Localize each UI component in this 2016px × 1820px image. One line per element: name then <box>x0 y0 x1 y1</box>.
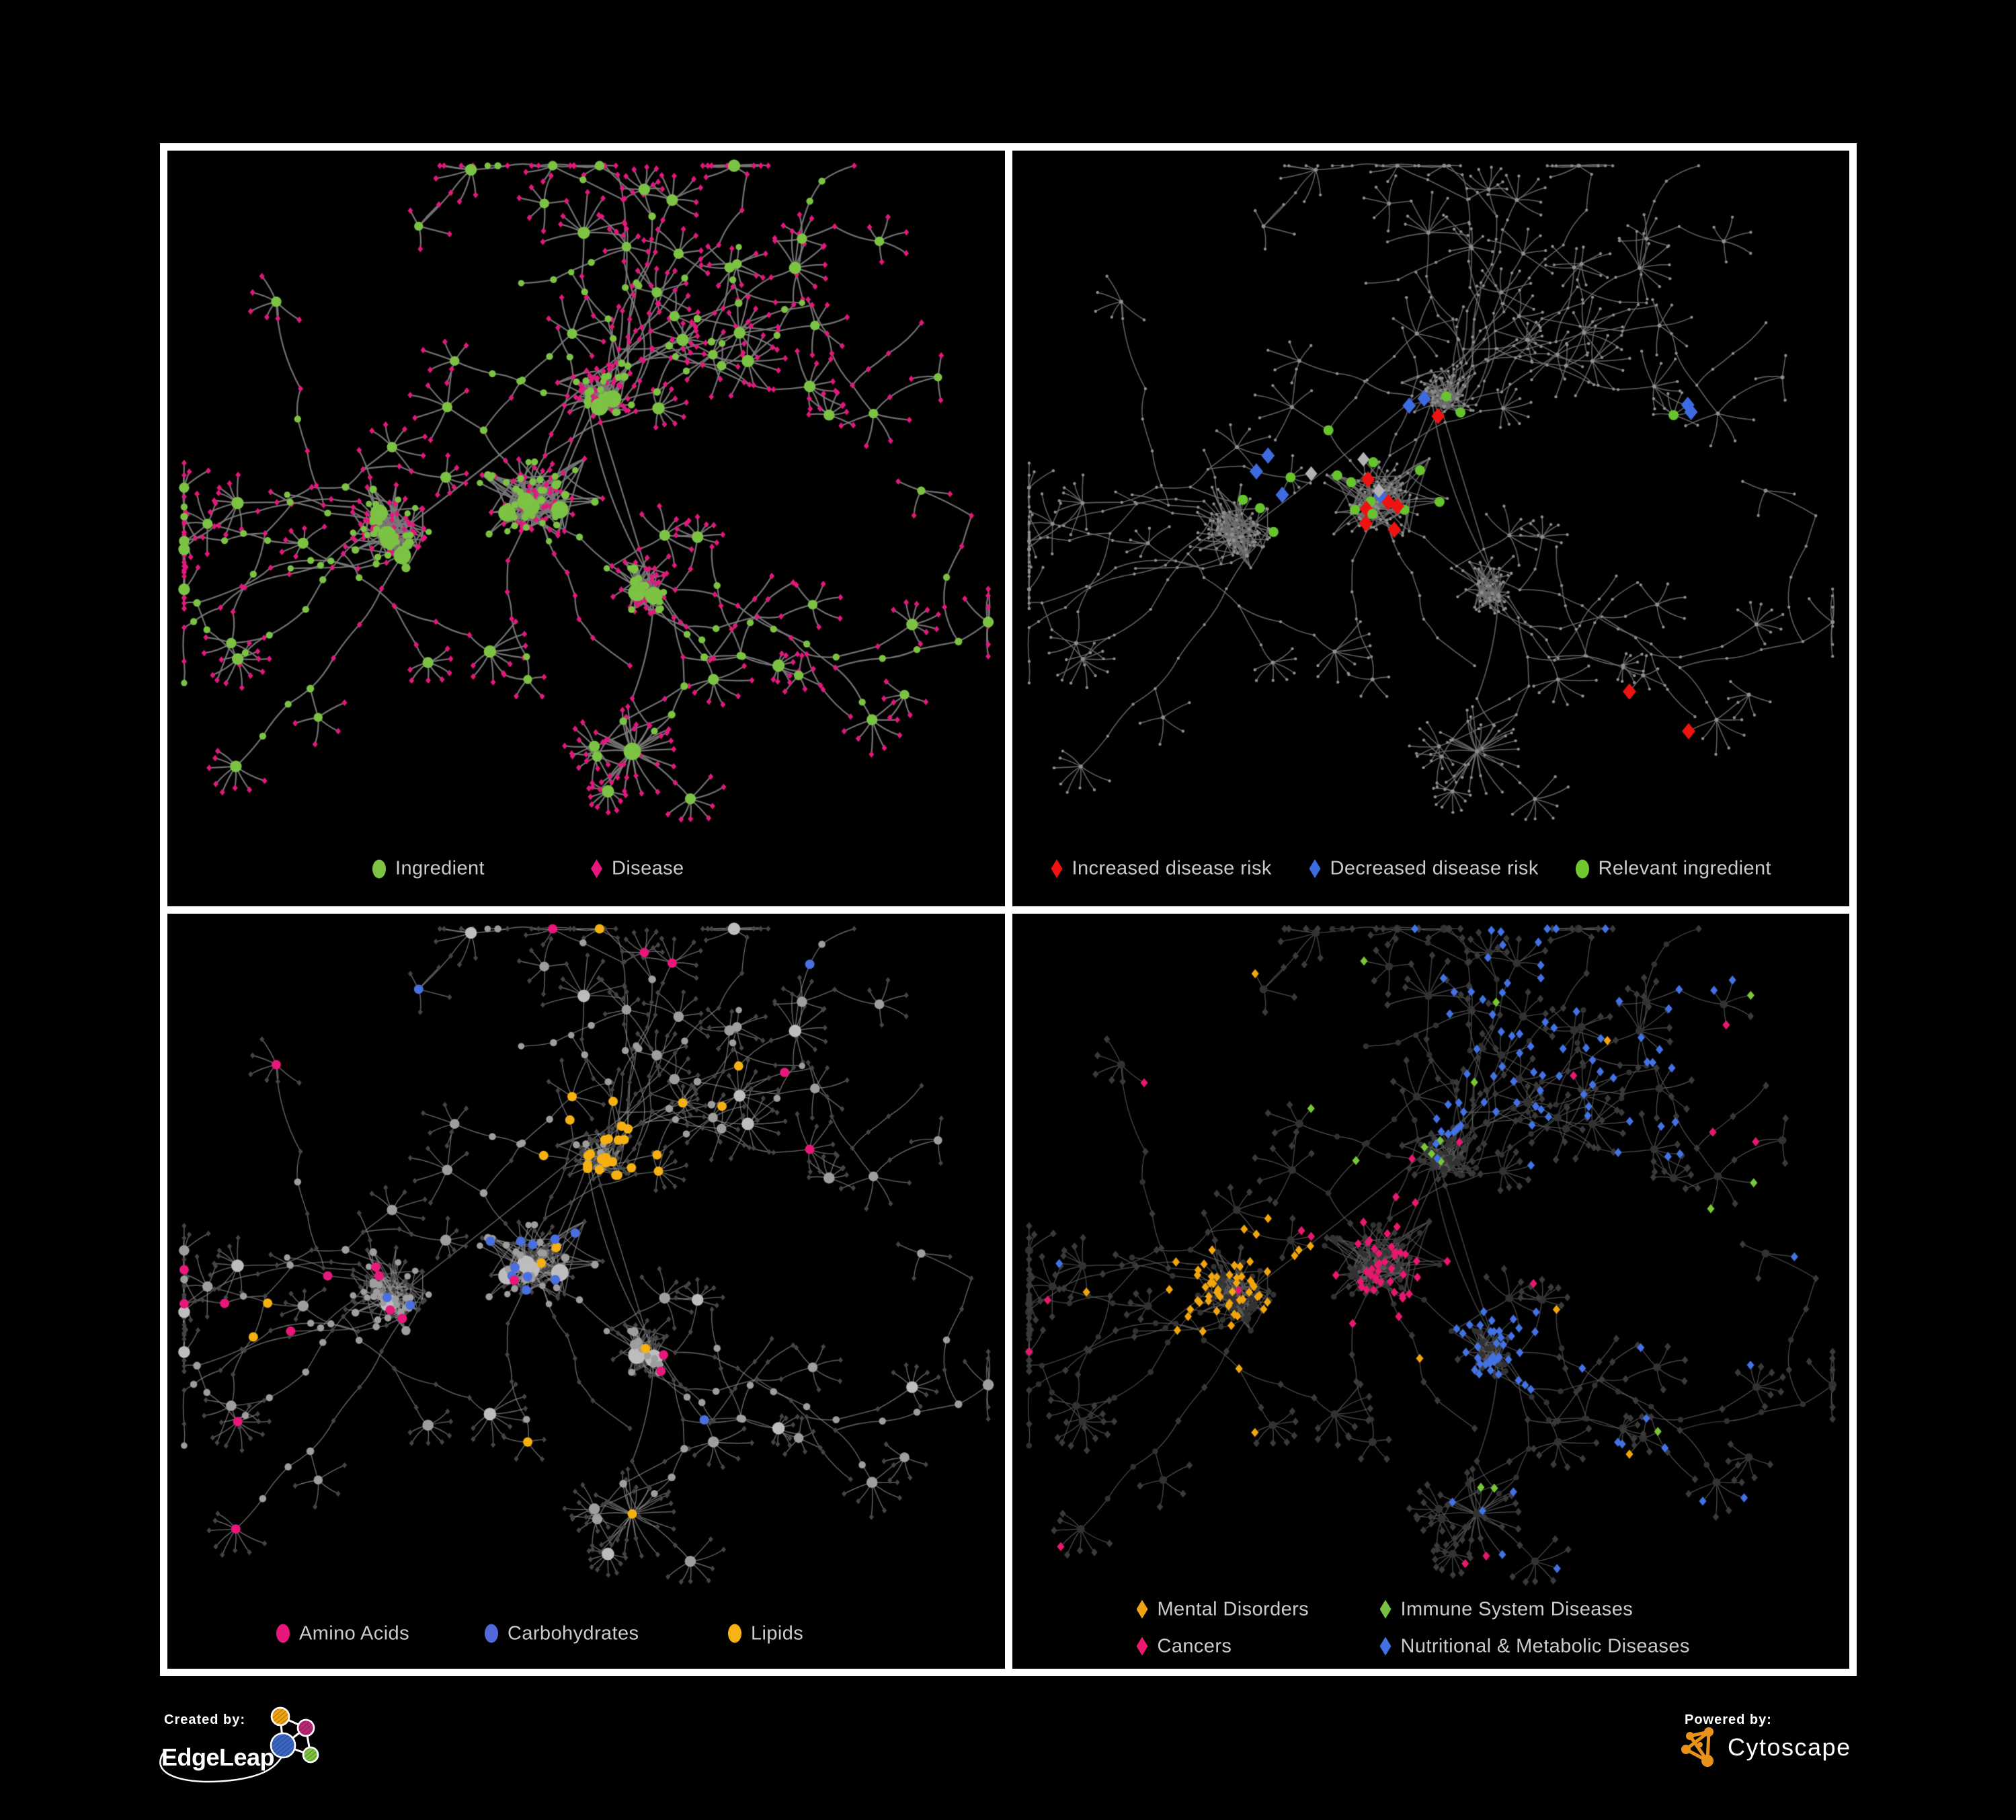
created-by-label: Created by: <box>164 1712 245 1727</box>
powered-by-label: Powered by: <box>1685 1712 1772 1727</box>
network-disease-classes <box>1012 913 1849 1669</box>
panel-nutrient-classes: Amino Acids Carbohydrates Lipids <box>167 913 1005 1669</box>
network-ingredient-disease <box>167 151 1005 906</box>
edgeleap-logo: Created by: EdgeLeap <box>159 1706 319 1783</box>
cytoscape-wordmark: Cytoscape <box>1728 1733 1851 1761</box>
edgeleap-network-nodes <box>270 1706 319 1764</box>
panel-grid: Ingredient Disease Increased disease risk… <box>160 143 1857 1676</box>
network-nutrient-classes <box>167 913 1005 1669</box>
cytoscape-logo: Powered by: Cytoscape <box>1681 1712 1851 1767</box>
cytoscape-credit: Powered by: Cytoscape <box>1678 1708 1900 1785</box>
panel-ingredient-disease: Ingredient Disease <box>167 151 1005 906</box>
panel-disease-classes: Mental Disorders Immune System Diseases Ca… <box>1012 913 1849 1669</box>
edgeleap-credit: Created by: EdgeLeap <box>153 1704 382 1808</box>
panel-disease-risk: Increased disease risk Decreased disease … <box>1012 151 1849 906</box>
edgeleap-swoosh <box>159 1749 286 1783</box>
edgeleap-wordmark: EdgeLeap <box>161 1743 274 1771</box>
cytoscape-network-icon <box>1681 1727 1713 1767</box>
network-disease-risk <box>1012 151 1849 906</box>
